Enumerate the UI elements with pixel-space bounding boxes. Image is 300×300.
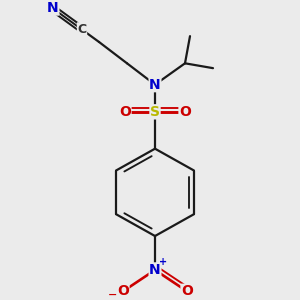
Text: N: N — [149, 78, 161, 92]
Text: O: O — [181, 284, 193, 298]
Text: −: − — [108, 290, 118, 300]
Text: O: O — [179, 105, 191, 119]
Text: O: O — [117, 284, 129, 298]
Text: C: C — [77, 23, 87, 36]
Text: +: + — [159, 257, 167, 267]
Text: N: N — [149, 263, 161, 277]
Text: S: S — [150, 105, 160, 119]
Text: O: O — [119, 105, 131, 119]
Text: N: N — [47, 1, 59, 15]
